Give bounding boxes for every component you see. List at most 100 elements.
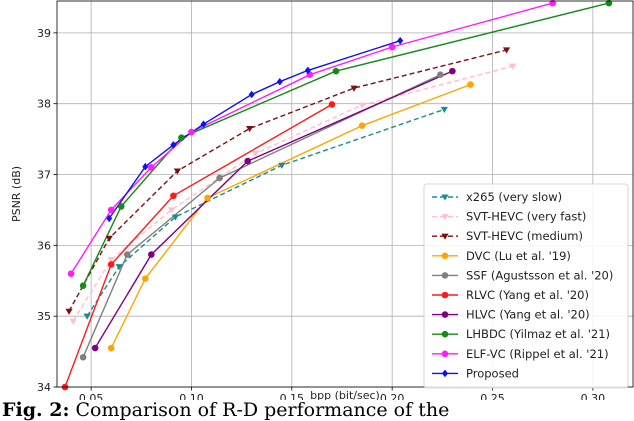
data-point: [142, 162, 149, 171]
series-markers: [61, 0, 613, 391]
legend-entry: SSF (Agustsson et al. '20): [466, 268, 613, 282]
data-point: [246, 125, 254, 133]
rd-chart: 0.05 0.10 0.15 0.20 0.25 0.30 34 35 36 37 38 39 bpp…: [10, 0, 634, 400]
data-point: [508, 63, 517, 70]
series-line-1: [72, 65, 513, 322]
data-point: [549, 0, 557, 7]
legend-box: [423, 183, 629, 389]
x-tick-label: 0.10: [179, 392, 204, 400]
y-tick-label: 36: [37, 239, 51, 252]
legend-entry: SVT-HEVC (medium): [466, 229, 583, 243]
legend-entry: Proposed: [466, 366, 519, 380]
legend-swatch-marker: [441, 272, 449, 279]
data-point: [171, 214, 180, 221]
x-tick-label: 0.30: [581, 392, 606, 400]
legend-entry: LHBDC (Yilmaz et al. '21): [466, 327, 610, 341]
data-point: [69, 318, 77, 325]
y-tick-label: 35: [37, 310, 51, 323]
data-point: [244, 157, 251, 165]
y-axis-label: PSNR (dB): [10, 166, 23, 222]
data-point: [200, 120, 207, 129]
legend-entry: HLVC (Yang et al. '20): [466, 308, 590, 322]
data-point: [358, 122, 366, 129]
y-tick-label: 38: [37, 98, 51, 111]
data-point: [252, 150, 260, 157]
legend-swatch-marker: [441, 330, 449, 338]
x-tick-label: 0.20: [380, 392, 405, 400]
legend-swatch-marker: [441, 194, 449, 201]
data-point: [67, 270, 75, 277]
series-line-9: [108, 40, 401, 219]
legend: x265 (very slow) SVT-HEVC (very fast) SVT-…: [423, 183, 629, 389]
legend-swatch-marker: [441, 311, 449, 318]
legend-entry: ELF-VC (Rippel et al. '21): [466, 347, 609, 361]
legend-swatch-marker: [441, 252, 449, 260]
legend-entry: SVT-HEVC (very fast): [466, 210, 586, 224]
data-point: [105, 235, 113, 242]
legend-entry: x265 (very slow): [466, 190, 562, 204]
data-point: [91, 344, 99, 352]
data-point: [397, 36, 404, 45]
series-line-5: [64, 103, 333, 388]
data-point: [107, 261, 115, 268]
y-tick-label: 34: [37, 381, 51, 394]
x-tick-label: 0.25: [480, 392, 505, 400]
data-point: [170, 140, 177, 149]
data-point: [115, 264, 123, 271]
x-tick-label: 0.15: [280, 392, 305, 400]
caption-text: Comparison of R-D performance of the: [75, 399, 450, 421]
data-point: [65, 308, 73, 315]
data-point: [605, 0, 613, 7]
figure-caption: Fig. 2: Comparison of R-D performance of…: [2, 399, 449, 421]
data-point: [83, 313, 91, 320]
data-point: [276, 77, 283, 86]
legend-entry: RLVC (Yang et al. '20): [466, 288, 589, 302]
legend-swatch-marker: [441, 214, 449, 221]
data-point: [440, 106, 448, 113]
data-point: [79, 282, 87, 290]
data-point: [123, 251, 131, 258]
x-tick-label: 0.05: [79, 392, 104, 400]
legend-swatch-marker: [441, 233, 449, 240]
data-point: [388, 43, 396, 51]
x-axis-label: bpp (bit/sec): [310, 389, 380, 400]
data-point: [148, 251, 155, 258]
data-point: [248, 90, 255, 99]
data-point: [148, 164, 155, 171]
data-point: [502, 47, 511, 54]
data-point: [328, 101, 336, 108]
y-tick-label: 37: [37, 169, 51, 182]
data-point: [278, 162, 286, 169]
plot-frame: [56, 0, 634, 388]
data-point: [449, 67, 456, 75]
grid: [57, 1, 633, 388]
data-point: [117, 203, 125, 210]
data-point: [107, 206, 115, 214]
legend-entry: DVC (Lu et al. '19): [466, 249, 571, 263]
tick-labels: 0.05 0.10 0.15 0.20 0.25 0.30 34 35 36 37 38 39: [37, 27, 605, 400]
data-point: [178, 134, 185, 141]
legend-swatch-marker: [441, 291, 449, 299]
data-point: [358, 102, 366, 109]
data-point: [173, 168, 182, 175]
data-point: [142, 275, 149, 282]
caption-label: Fig. 2:: [2, 399, 70, 421]
data-point: [467, 81, 474, 88]
data-point: [188, 128, 195, 136]
data-point: [107, 256, 115, 264]
data-point: [304, 66, 311, 75]
data-point: [170, 192, 177, 200]
y-tick-label: 39: [37, 27, 51, 40]
data-point: [332, 67, 340, 75]
series-line-6: [94, 70, 453, 349]
data-point: [204, 194, 211, 202]
data-point: [167, 207, 175, 214]
data-point: [79, 353, 87, 361]
legend-swatch-marker: [441, 369, 449, 378]
data-point: [216, 174, 223, 182]
legend-swatch-marker: [441, 350, 449, 358]
data-point: [106, 214, 113, 223]
data-point: [437, 71, 444, 78]
data-point: [350, 85, 358, 92]
series-line-2: [68, 49, 507, 312]
